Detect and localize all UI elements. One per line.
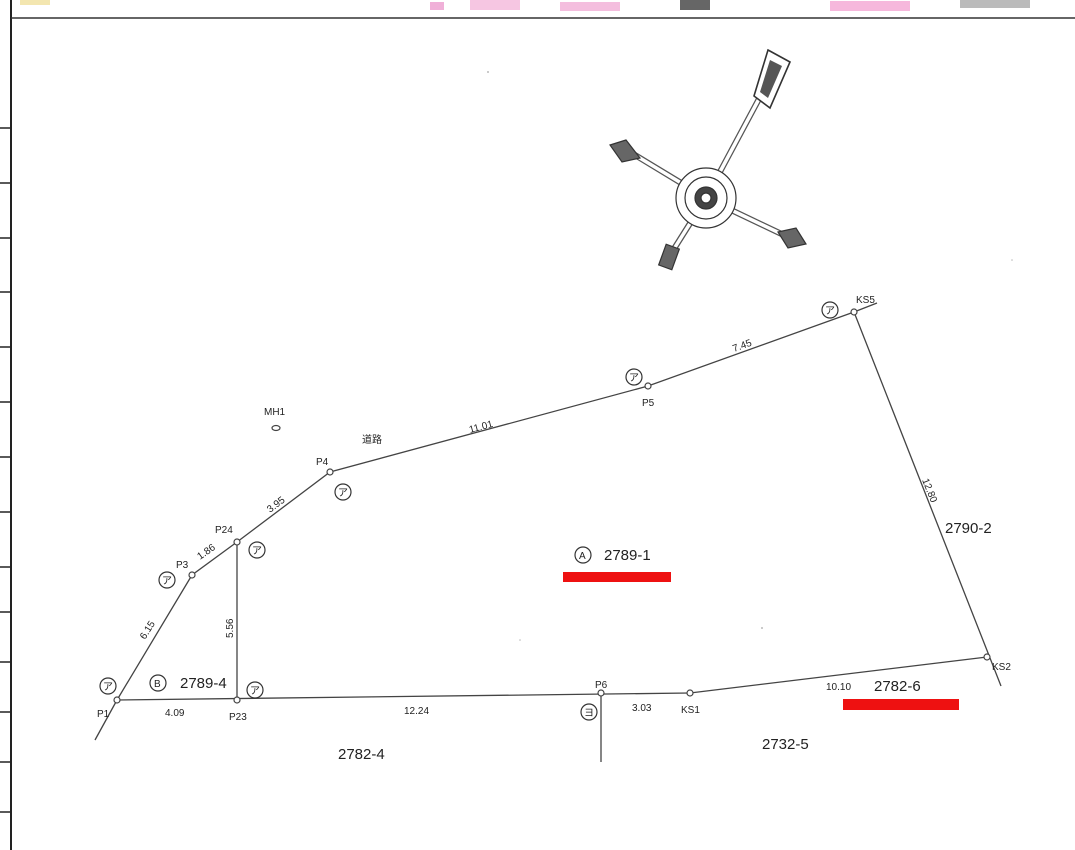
lot-2732-5: 2732-5 (762, 736, 809, 753)
scan-specks (487, 71, 1013, 641)
distance-ks1-ks2: 10.10 (826, 682, 851, 693)
marker-a-p4: ア (334, 483, 352, 501)
svg-text:ア: ア (103, 682, 113, 693)
point-label-p24: P24 (215, 525, 233, 536)
parcel-a-number: 2789-1 (604, 547, 651, 564)
survey-points (113, 308, 991, 704)
distance-p24-p23: 5.56 (225, 618, 236, 638)
point-label-p4: P4 (316, 457, 329, 468)
point-label-p1: P1 (97, 709, 110, 720)
marker-a-p24: ア (248, 541, 266, 559)
distance-ks5-ks2: 12.80 (919, 477, 939, 505)
svg-text:ア: ア (252, 546, 262, 557)
point-label-p23: P23 (229, 712, 247, 723)
distance-p6-ks1: 3.03 (632, 703, 652, 714)
top-scan-strip (11, 0, 1075, 19)
point-label-ks1: KS1 (681, 705, 700, 716)
point-label-p3: P3 (176, 560, 189, 571)
svg-text:ヨ: ヨ (584, 708, 594, 719)
parcel-a-letter: A (579, 551, 586, 562)
point-labels: P1 P3 P24 P4 P5 KS5 KS2 KS1 P6 P23 MH1 道… (97, 295, 1011, 723)
marker-a-p1: ア (99, 677, 117, 695)
parcel-labels: A 2789-1 B 2789-4 2790-2 2782-6 2732-5 2… (149, 520, 992, 763)
marker-a-p5: ア (625, 368, 643, 386)
distance-p3-p24: 1.86 (195, 542, 218, 562)
marker-yo-p6: ヨ (580, 703, 598, 721)
point-label-ks5: KS5 (856, 295, 875, 306)
marker-a-p3: ア (158, 571, 176, 589)
highlight-bar-2789-1 (563, 572, 671, 582)
svg-text:ア: ア (825, 306, 835, 317)
boundary-markers: ア ア ア ア ア ア ア ヨ (99, 301, 839, 721)
road-label: 道路 (362, 433, 382, 446)
lot-2782-6: 2782-6 (874, 678, 921, 695)
point-label-p6: P6 (595, 680, 608, 691)
svg-text:ア: ア (162, 576, 172, 587)
highlight-bars (563, 572, 959, 710)
compass-rose-icon (609, 48, 807, 271)
distance-p1-p23: 4.09 (165, 708, 185, 719)
highlight-bar-2782-6 (843, 699, 959, 710)
distance-p23-p6: 12.24 (404, 706, 429, 717)
svg-text:ア: ア (250, 686, 260, 697)
point-label-ks2: KS2 (992, 662, 1011, 673)
manhole-label: MH1 (264, 407, 286, 418)
boundary-lines (94, 302, 1002, 762)
left-frame (0, 0, 12, 850)
distance-p1-p3: 6.15 (138, 619, 158, 642)
distance-p4-p5: 11.01 (468, 419, 495, 436)
parcel-b-number: 2789-4 (180, 675, 227, 692)
marker-a-ks5: ア (821, 301, 839, 319)
marker-a-p23: ア (246, 681, 264, 699)
parcel-b-label: B 2789-4 (149, 674, 227, 692)
lot-2790-2: 2790-2 (945, 520, 992, 537)
svg-text:ア: ア (338, 488, 348, 499)
parcel-a-label: A 2789-1 (574, 546, 651, 564)
svg-text:ア: ア (629, 373, 639, 384)
point-label-p5: P5 (642, 398, 655, 409)
distance-labels: 6.15 1.86 3.95 11.01 7.45 12.80 10.10 3.… (138, 338, 939, 719)
parcel-b-letter: B (154, 679, 161, 690)
lot-2782-4: 2782-4 (338, 746, 385, 763)
